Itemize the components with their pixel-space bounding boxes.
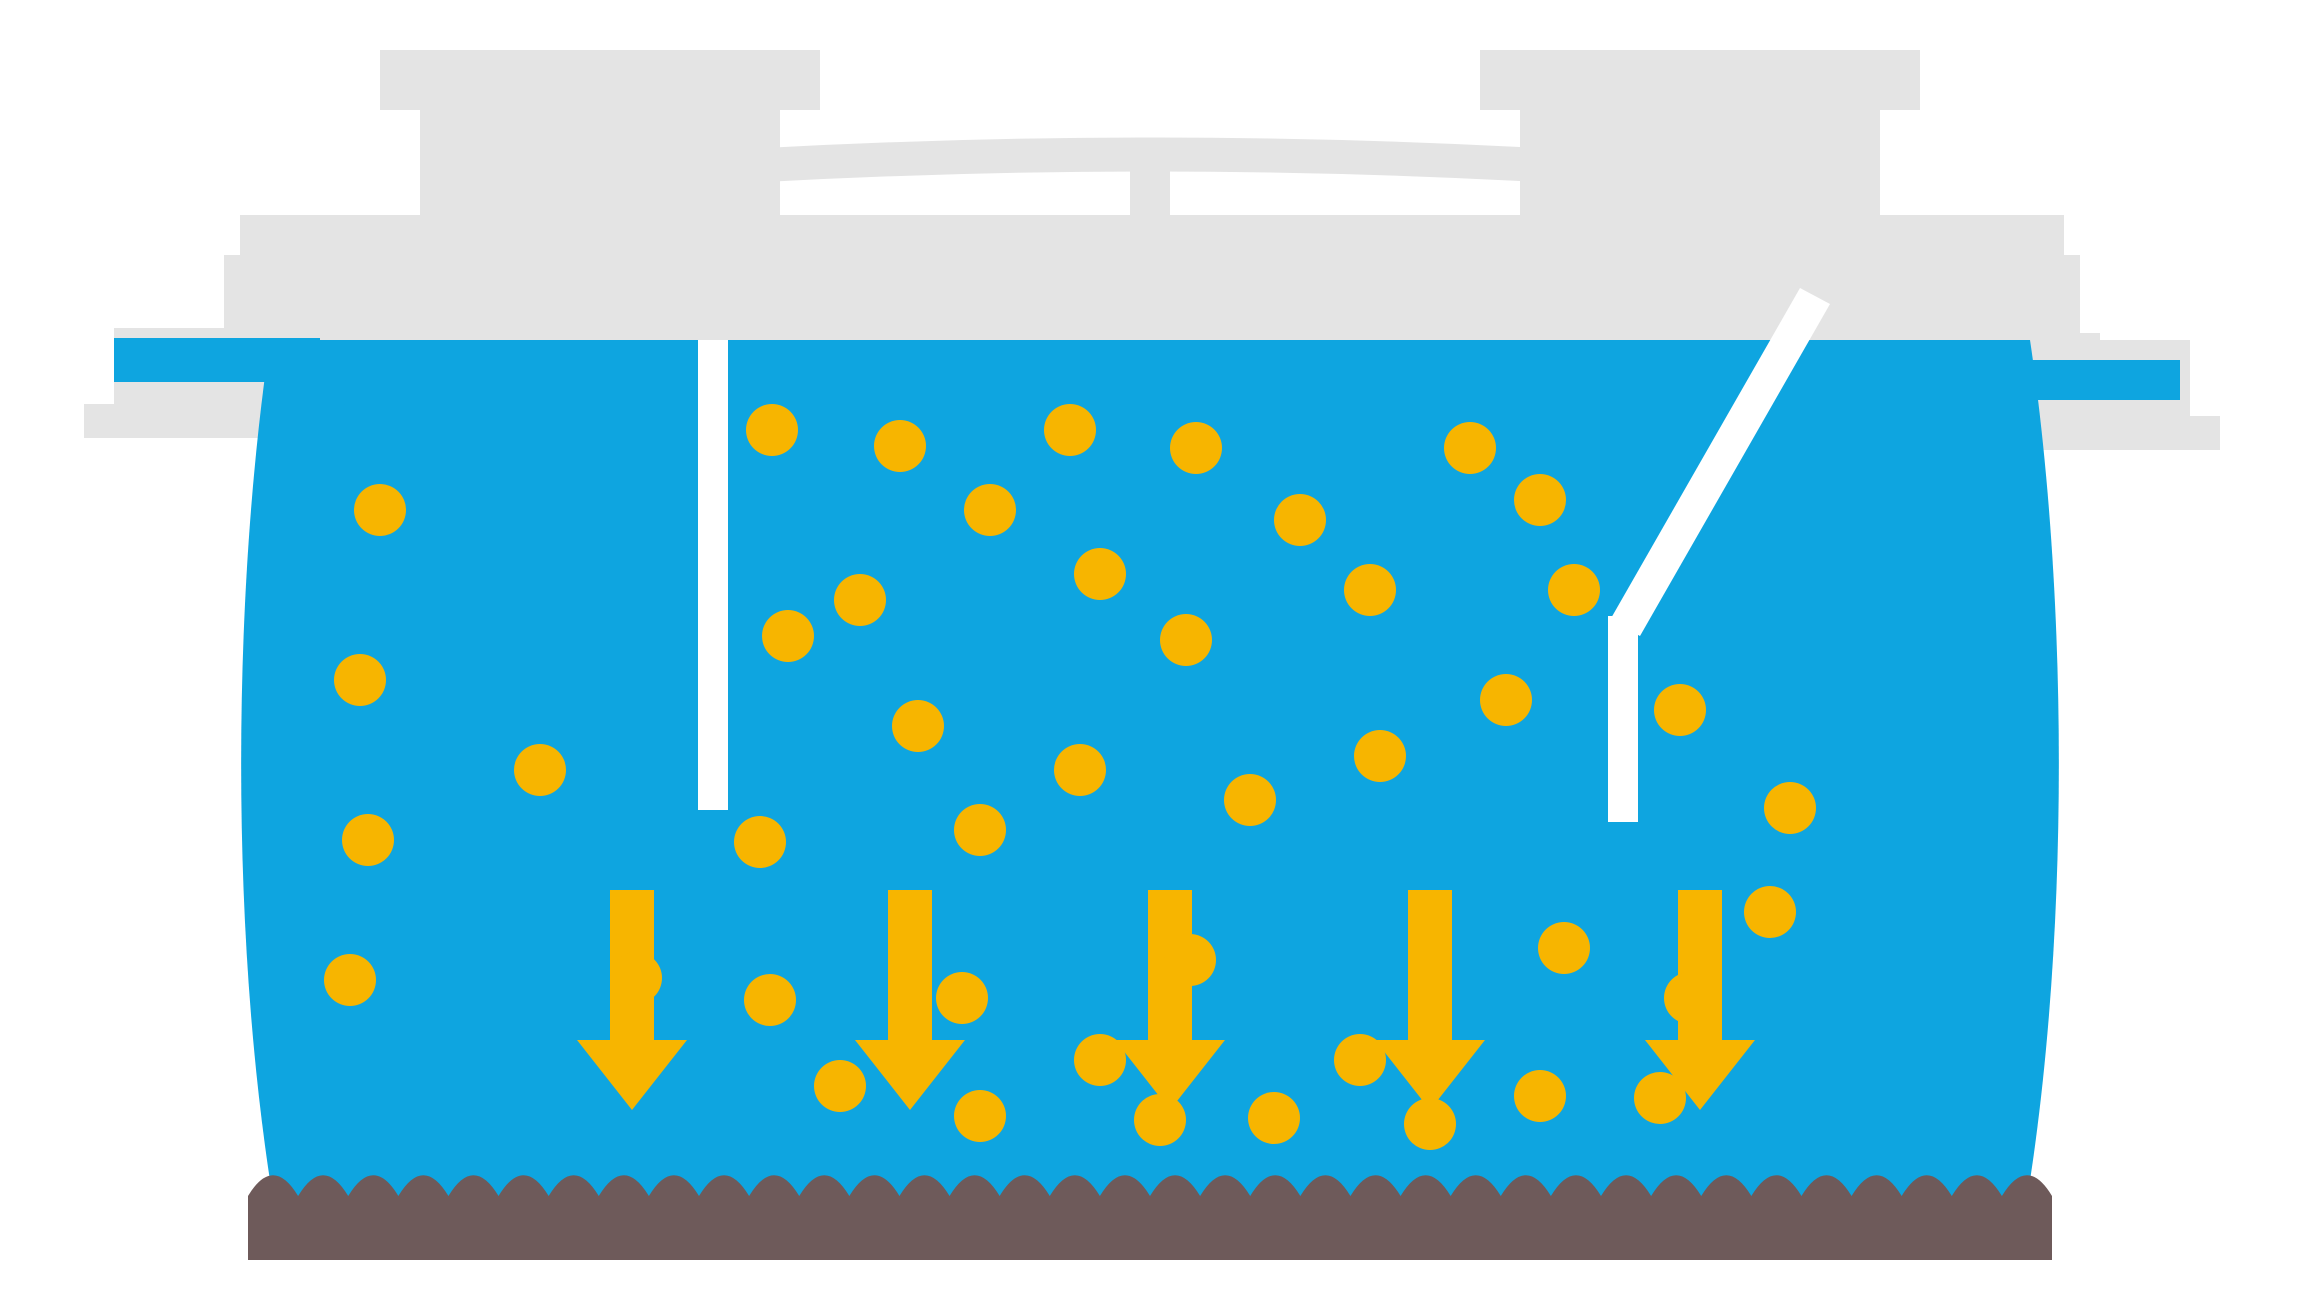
particle xyxy=(1664,972,1716,1024)
particle xyxy=(1744,886,1796,938)
particle xyxy=(936,972,988,1024)
particle xyxy=(1160,614,1212,666)
particle xyxy=(1248,1092,1300,1144)
particle xyxy=(1170,422,1222,474)
particle xyxy=(334,654,386,706)
particle xyxy=(1444,422,1496,474)
particle xyxy=(1480,674,1532,726)
inlet-baffle xyxy=(698,340,728,810)
particle xyxy=(1344,564,1396,616)
particle xyxy=(610,952,662,1004)
particle xyxy=(1074,1034,1126,1086)
particle xyxy=(954,1090,1006,1142)
particle xyxy=(1514,474,1566,526)
particle xyxy=(1134,1094,1186,1146)
particle xyxy=(1054,744,1106,796)
inlet-flow xyxy=(114,338,320,382)
particle xyxy=(874,420,926,472)
particle xyxy=(1274,494,1326,546)
particle xyxy=(354,484,406,536)
particle xyxy=(1404,1098,1456,1150)
particle xyxy=(1164,934,1216,986)
particle xyxy=(1074,548,1126,600)
particle xyxy=(1634,1072,1686,1124)
particle xyxy=(1334,1034,1386,1086)
outlet-baffle-vertical xyxy=(1608,616,1638,822)
particle xyxy=(734,816,786,868)
septic-tank-diagram xyxy=(0,0,2304,1297)
particle xyxy=(892,700,944,752)
particle xyxy=(342,814,394,866)
particle xyxy=(814,1060,866,1112)
particle xyxy=(324,954,376,1006)
particle xyxy=(1514,1070,1566,1122)
particle xyxy=(834,574,886,626)
particle xyxy=(1764,782,1816,834)
particle xyxy=(1224,774,1276,826)
particle xyxy=(1354,730,1406,782)
particle xyxy=(514,744,566,796)
particle xyxy=(744,974,796,1026)
particle xyxy=(762,610,814,662)
particle xyxy=(1548,564,1600,616)
particle xyxy=(1654,684,1706,736)
particle xyxy=(954,804,1006,856)
particle xyxy=(964,484,1016,536)
particle xyxy=(746,404,798,456)
particle xyxy=(1044,404,1096,456)
outlet-flow xyxy=(1980,360,2180,400)
particle xyxy=(1538,922,1590,974)
